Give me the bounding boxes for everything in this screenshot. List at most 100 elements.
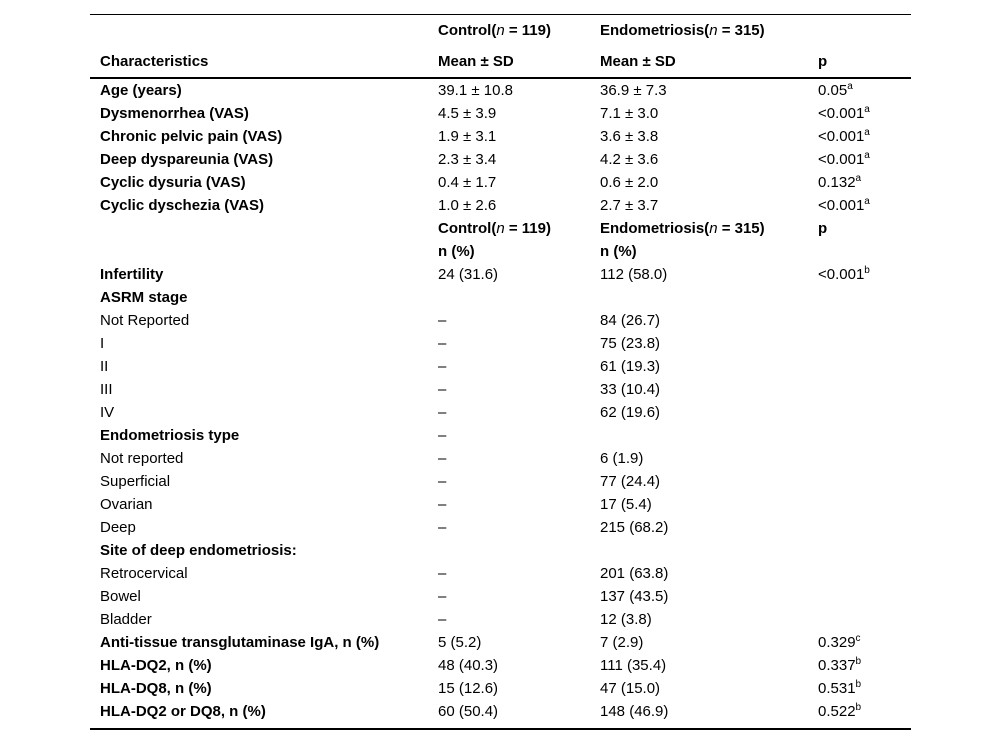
p-value-superscript: a bbox=[864, 127, 870, 138]
characteristic-label: Bowel bbox=[100, 588, 141, 605]
p-value-superscript: a bbox=[864, 104, 870, 115]
empty-cell bbox=[818, 15, 911, 46]
p-value-text: <0.001 bbox=[818, 105, 865, 122]
control-value: – bbox=[438, 358, 447, 375]
p-value-cell: 0.522b bbox=[818, 700, 911, 723]
empty-cell bbox=[90, 240, 438, 263]
p-value-superscript: a bbox=[855, 173, 862, 184]
characteristic-label: HLA-DQ8, n (%) bbox=[100, 680, 212, 697]
endometriosis-value: 84 (26.7) bbox=[600, 312, 661, 329]
endometriosis-group-header: Endometriosis(n = 315) bbox=[600, 217, 818, 240]
table-row: Ovarian – 17 (5.4) bbox=[90, 493, 911, 516]
table-row: Cyclic dysuria (VAS) 0.4 ± 1.7 0.6 ± 2.0… bbox=[90, 171, 911, 194]
p-value-text: 0.05 bbox=[818, 82, 848, 99]
control-value: 48 (40.3) bbox=[438, 657, 499, 674]
p-value-superscript: a bbox=[847, 81, 853, 92]
endometriosis-value bbox=[600, 539, 818, 562]
control-value: – bbox=[438, 381, 447, 398]
p-value-cell bbox=[818, 424, 911, 447]
control-value: 15 (12.6) bbox=[438, 680, 499, 697]
endometriosis-value: 201 (63.8) bbox=[600, 565, 669, 582]
endometriosis-value: 112 (58.0) bbox=[600, 266, 668, 283]
group-header-row: Control(n = 119) Endometriosis(n = 315) bbox=[90, 15, 911, 46]
characteristic-label: Age (years) bbox=[100, 82, 182, 99]
table-row: II – 61 (19.3) bbox=[90, 355, 911, 378]
control-group-n: n bbox=[496, 220, 505, 237]
table-row: I – 75 (23.8) bbox=[90, 332, 911, 355]
table-row: Anti-tissue transglutaminase IgA, n (%) … bbox=[90, 631, 911, 654]
control-value: – bbox=[438, 473, 447, 490]
empty-cell bbox=[90, 15, 438, 46]
p-header: p bbox=[818, 220, 828, 237]
endometriosis-value bbox=[600, 424, 818, 447]
p-value-text: <0.001 bbox=[818, 266, 865, 283]
table-row: Not Reported – 84 (26.7) bbox=[90, 309, 911, 332]
control-value: – bbox=[438, 404, 447, 421]
p-value-text: 0.531 bbox=[818, 680, 856, 697]
mid-group-header-row: Control(n = 119) Endometriosis(n = 315) … bbox=[90, 217, 911, 240]
control-value bbox=[438, 539, 600, 562]
endometriosis-value bbox=[600, 286, 818, 309]
p-value-cell bbox=[818, 378, 911, 401]
control-value: – bbox=[438, 611, 447, 628]
characteristic-label: ASRM stage bbox=[100, 289, 188, 306]
endometriosis-value: 36.9 ± 7.3 bbox=[600, 82, 667, 99]
control-group-label-pre: Control( bbox=[438, 220, 497, 237]
characteristics-header: Characteristics bbox=[100, 53, 209, 70]
endometriosis-value: 12 (3.8) bbox=[600, 611, 652, 628]
p-value-cell: <0.001a bbox=[818, 125, 911, 148]
p-value-cell bbox=[818, 493, 911, 516]
table-row: Deep – 215 (68.2) bbox=[90, 516, 911, 539]
control-group-n: n bbox=[496, 22, 505, 39]
table-row: Age (years) 39.1 ± 10.8 36.9 ± 7.3 0.05a bbox=[90, 79, 911, 102]
characteristic-label: Infertility bbox=[100, 266, 164, 283]
p-value-superscript: a bbox=[864, 150, 870, 161]
characteristics-table: Control(n = 119) Endometriosis(n = 315) … bbox=[90, 14, 911, 730]
endometriosis-value: 33 (10.4) bbox=[600, 381, 661, 398]
p-value-superscript: a bbox=[864, 196, 870, 207]
characteristic-label: Site of deep endometriosis: bbox=[100, 542, 297, 559]
p-value-cell: 0.337b bbox=[818, 654, 911, 677]
p-value-cell: <0.001a bbox=[818, 148, 911, 171]
p-value-cell: 0.329c bbox=[818, 631, 911, 654]
mean-sd-section: Age (years) 39.1 ± 10.8 36.9 ± 7.3 0.05a… bbox=[90, 79, 911, 217]
p-value-superscript: b bbox=[855, 656, 862, 667]
control-value: – bbox=[438, 565, 447, 582]
table-row: Cyclic dyschezia (VAS) 1.0 ± 2.6 2.7 ± 3… bbox=[90, 194, 911, 217]
table-row: IV – 62 (19.6) bbox=[90, 401, 911, 424]
p-value-cell bbox=[818, 539, 911, 562]
characteristic-label: Endometriosis type bbox=[100, 427, 240, 444]
control-value: – bbox=[438, 427, 447, 444]
table-row: Deep dyspareunia (VAS) 2.3 ± 3.4 4.2 ± 3… bbox=[90, 148, 911, 171]
endometriosis-value: 6 (1.9) bbox=[600, 450, 644, 467]
p-value-cell bbox=[818, 562, 911, 585]
control-value: 1.9 ± 3.1 bbox=[438, 128, 497, 145]
column-header-row: Characteristics Mean ± SD Mean ± SD p bbox=[90, 46, 911, 77]
endometriosis-group-header: Endometriosis(n = 315) bbox=[600, 15, 818, 46]
endometriosis-value: 75 (23.8) bbox=[600, 335, 661, 352]
characteristic-label: Not reported bbox=[100, 450, 184, 467]
table-row: Dysmenorrhea (VAS) 4.5 ± 3.9 7.1 ± 3.0 <… bbox=[90, 102, 911, 125]
table-row: Endometriosis type – bbox=[90, 424, 911, 447]
table-row: Not reported – 6 (1.9) bbox=[90, 447, 911, 470]
control-value: – bbox=[438, 450, 447, 467]
endometriosis-value: 111 (35.4) bbox=[600, 657, 667, 674]
endometriosis-group-label-post: = 315) bbox=[717, 220, 765, 237]
p-value-text: <0.001 bbox=[818, 197, 865, 214]
characteristic-label: I bbox=[100, 335, 105, 352]
table-row: HLA-DQ2, n (%) 48 (40.3) 111 (35.4) 0.33… bbox=[90, 654, 911, 677]
control-value: 60 (50.4) bbox=[438, 703, 499, 720]
control-value: – bbox=[438, 519, 447, 536]
endometriosis-value: 17 (5.4) bbox=[600, 496, 652, 513]
p-value-text: 0.522 bbox=[818, 703, 856, 720]
p-value-text: 0.337 bbox=[818, 657, 856, 674]
control-value: 5 (5.2) bbox=[438, 634, 482, 651]
p-value-cell: <0.001a bbox=[818, 102, 911, 125]
control-group-header: Control(n = 119) bbox=[438, 217, 600, 240]
p-value-text: 0.329 bbox=[818, 634, 856, 651]
control-value: – bbox=[438, 496, 447, 513]
endometriosis-value: 7.1 ± 3.0 bbox=[600, 105, 659, 122]
p-value-cell bbox=[818, 355, 911, 378]
endometriosis-value: 4.2 ± 3.6 bbox=[600, 151, 659, 168]
